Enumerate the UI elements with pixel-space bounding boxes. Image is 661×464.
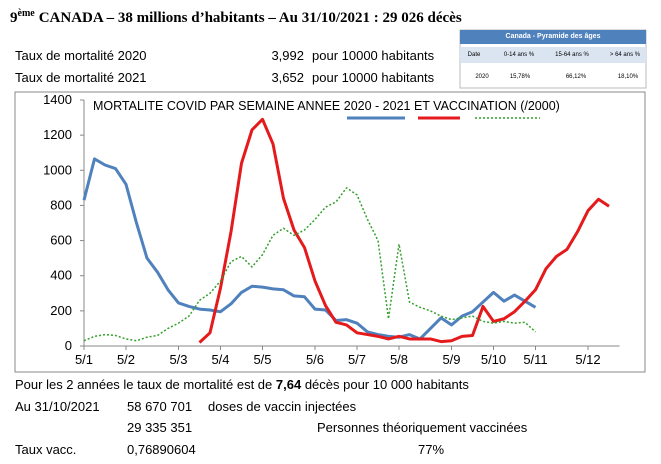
- series-line: [82, 157, 537, 341]
- footer-cell: 0,76890604: [127, 442, 196, 457]
- chart-frame: [14, 91, 646, 373]
- stat-unit: pour 10000 habitants: [312, 70, 435, 85]
- table-header: Date: [468, 52, 481, 58]
- x-tick-label: 5/11: [523, 352, 547, 367]
- title-rest: CANADA – 38 millions d’habitants – Au 31…: [39, 10, 462, 26]
- stat-label: Taux de mortalité 2020: [15, 48, 147, 63]
- footer-cell: 29 335 351: [127, 420, 192, 435]
- x-tick-label: 5/10: [481, 352, 506, 367]
- x-tick-label: 5/1: [75, 352, 93, 367]
- y-tick-label: 1400: [43, 92, 72, 107]
- y-tick-label: 0: [65, 338, 72, 353]
- x-tick-label: 5/3: [169, 352, 187, 367]
- x-tick-label: 5/12: [575, 352, 600, 367]
- series-line: [83, 187, 537, 342]
- title-sup: ème: [18, 8, 36, 19]
- x-tick-label: 5/7: [348, 352, 366, 367]
- x-tick-label: 5/4: [211, 352, 229, 367]
- table-cell: 15,78%: [510, 74, 531, 80]
- footer-line: Pour les 2 années le taux de mortalité e…: [15, 377, 469, 392]
- table-header: 15-64 ans %: [555, 52, 589, 58]
- y-tick-label: 600: [50, 233, 72, 248]
- plot: 0 200 400 600 800 1000 1200 1400 5/1 5/2 5/3 5/4 5/5…: [43, 92, 620, 367]
- footer-cell: 58 670 701: [127, 399, 192, 414]
- x-tick-label: 5/5: [253, 352, 271, 367]
- y-tick-label: 1200: [43, 127, 72, 142]
- title-number: 9: [10, 10, 18, 26]
- footer-cell: Personnes théoriquement vaccinées: [317, 420, 528, 435]
- table-cell: 18,10%: [618, 74, 639, 80]
- pyramid-table: Canada - Pyramide des âges Date 0-14 ans…: [459, 29, 647, 89]
- y-tick-label: 800: [50, 197, 72, 212]
- footer-cell: doses de vaccin injectées: [208, 399, 357, 414]
- table-header: > 64 ans %: [610, 52, 641, 58]
- stat-label: Taux de mortalité 2021: [15, 70, 147, 85]
- footer-text: décès pour 10 000 habitants: [301, 377, 469, 392]
- table-header: 0-14 ans %: [504, 52, 535, 58]
- footer-text: Pour les 2 années le taux de mortalité e…: [15, 377, 276, 392]
- stat-value: 3,652: [271, 70, 304, 85]
- footer-cell: 77%: [418, 442, 444, 457]
- page-title: 9ème CANADA – 38 millions d’habitants – A…: [10, 8, 462, 26]
- chart-title: MORTALITE COVID PAR SEMAINE ANNEE 2020 -…: [93, 99, 560, 113]
- stat-unit: pour 10000 habitants: [312, 48, 435, 63]
- stat-value: 3,992: [271, 48, 304, 63]
- footer-cell: Taux vacc.: [15, 442, 76, 457]
- y-tick-label: 400: [50, 268, 72, 283]
- table-title-bg: [460, 30, 646, 44]
- x-tick-label: 5/6: [306, 352, 324, 367]
- x-tick-label: 5/9: [442, 352, 460, 367]
- footer-cell: Au 31/10/2021: [15, 399, 100, 414]
- table-title: Canada - Pyramide des âges: [506, 33, 601, 40]
- table-header-bg: [460, 47, 646, 63]
- x-tick-label: 5/2: [117, 352, 135, 367]
- table-cell: 66,12%: [566, 74, 587, 80]
- x-tick-label: 5/8: [390, 352, 408, 367]
- footer-bold: 7,64: [276, 377, 302, 392]
- y-tick-label: 1000: [43, 162, 72, 177]
- y-tick-label: 200: [50, 303, 72, 318]
- series-line: [198, 117, 610, 344]
- table-cell: 2020: [475, 74, 489, 80]
